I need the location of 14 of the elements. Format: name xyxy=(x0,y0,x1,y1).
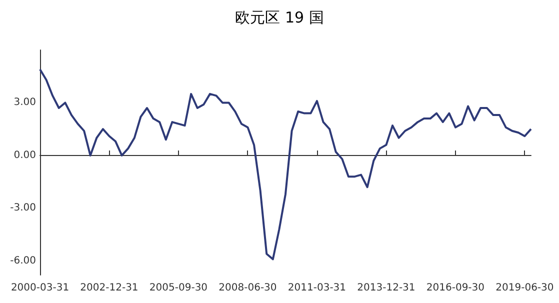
x-tick-label: 2000-03-31 xyxy=(10,282,70,294)
line-series xyxy=(39,68,532,260)
x-tick-label: 2016-09-30 xyxy=(426,282,485,294)
x-tick-label: 2002-12-31 xyxy=(80,282,138,294)
x-tick-label: 2005-09-30 xyxy=(149,282,208,294)
y-tick-label: -3.00 xyxy=(10,202,36,214)
chart-title: 欧元区 19 国 xyxy=(235,8,324,26)
x-tick-label: 2013-12-31 xyxy=(357,282,416,294)
y-tick-label: 0.00 xyxy=(14,150,36,161)
x-tick-label: 2008-06-30 xyxy=(218,282,277,294)
y-tick-label: 3.00 xyxy=(14,97,36,108)
x-tick-label: 2011-03-31 xyxy=(288,282,346,294)
x-tick-label: 2019-06-30 xyxy=(496,282,554,294)
y-tick-label: -6.00 xyxy=(10,255,36,266)
